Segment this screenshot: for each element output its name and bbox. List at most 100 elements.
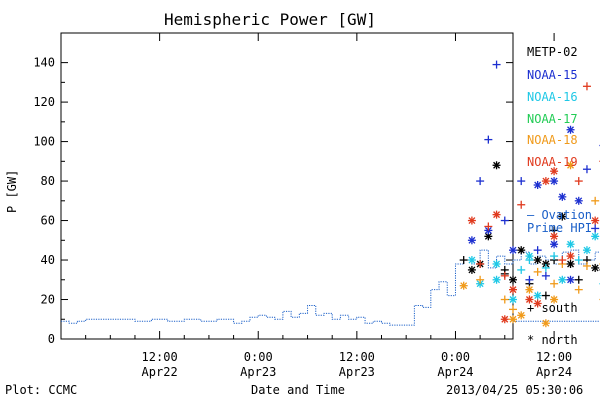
south-marker <box>582 82 591 91</box>
south-marker <box>459 256 468 265</box>
north-marker <box>467 265 476 274</box>
north-marker <box>558 212 567 221</box>
north-marker <box>533 256 542 265</box>
south-marker <box>574 256 583 265</box>
marker-stroke <box>468 236 476 244</box>
marker-stroke <box>534 181 542 189</box>
south-marker <box>517 177 526 186</box>
north-marker <box>509 285 517 294</box>
south-marker <box>509 305 517 314</box>
y-tick-label: 40 <box>41 253 55 267</box>
south-marker <box>574 285 583 294</box>
chart-title: Hemispheric Power [GW] <box>164 10 376 29</box>
south-marker <box>517 265 526 274</box>
north-marker <box>467 216 476 225</box>
marker-stroke <box>493 276 501 284</box>
south-marker <box>591 224 600 233</box>
marker-stroke <box>567 126 574 134</box>
south-marker <box>500 295 509 304</box>
x-tick-label-date: Apr24 <box>437 365 473 379</box>
marker-stroke <box>468 217 476 225</box>
marker-stroke <box>575 197 583 205</box>
north-marker <box>492 210 501 219</box>
marker-stroke <box>493 211 501 219</box>
north-marker <box>517 311 526 320</box>
x-tick-label-time: 12:00 <box>536 350 572 364</box>
x-tick-label-time: 12:00 <box>142 350 178 364</box>
north-marker <box>492 259 501 268</box>
north-marker <box>591 263 600 272</box>
north-marker <box>558 275 567 284</box>
legend-north-marker: * north <box>527 333 578 347</box>
x-tick-label-date: Apr22 <box>142 365 178 379</box>
north-marker <box>566 275 575 284</box>
ovation-line <box>61 249 600 326</box>
y-tick-label: 60 <box>41 214 55 228</box>
marker-stroke <box>583 246 591 254</box>
legend-item-ovation: – Ovation Prime HPI <box>527 209 592 235</box>
north-marker <box>566 125 575 134</box>
marker-stroke <box>558 193 566 201</box>
south-marker <box>500 271 509 280</box>
x-tick-label-time: 0:00 <box>244 350 273 364</box>
north-marker <box>541 177 550 186</box>
marker-stroke <box>493 161 501 169</box>
north-marker <box>525 295 534 304</box>
marker-stroke <box>509 296 517 303</box>
south-marker <box>476 259 485 268</box>
north-marker <box>558 192 567 201</box>
y-axis-label: P [GW] <box>5 169 19 213</box>
legend-ovation-line1: – Ovation <box>527 208 593 222</box>
marker-stroke <box>468 266 476 274</box>
south-marker <box>550 252 559 261</box>
north-marker <box>533 291 542 300</box>
y-tick-label: 0 <box>48 332 55 346</box>
x-tick-label-date: Apr23 <box>339 365 375 379</box>
plot-frame <box>60 32 514 340</box>
south-marker <box>476 177 485 186</box>
marker-stroke <box>525 296 533 303</box>
south-marker <box>484 135 493 144</box>
y-tick-label: 100 <box>33 135 55 149</box>
north-marker <box>509 315 517 324</box>
legend-item-noaa-18: NOAA-18 <box>527 133 578 147</box>
plot-timestamp: 2013/04/25 05:30:06 <box>446 383 584 397</box>
marker-stroke <box>534 300 542 307</box>
north-marker <box>541 319 550 328</box>
south-marker <box>492 60 501 69</box>
north-marker <box>582 246 591 255</box>
plot-credit: Plot: CCMC <box>5 383 78 397</box>
marker-stroke <box>517 246 525 254</box>
y-tick-label: 80 <box>41 174 55 188</box>
marker-stroke <box>484 232 492 240</box>
marker-stroke <box>567 240 574 248</box>
marker-stroke <box>501 315 509 323</box>
north-marker <box>533 181 542 190</box>
north-marker <box>533 299 542 308</box>
y-tick-label: 140 <box>33 56 55 70</box>
south-marker <box>525 275 534 284</box>
marker-stroke <box>567 276 574 284</box>
south-marker <box>525 256 534 265</box>
marker-stroke <box>468 256 476 264</box>
x-tick-label-time: 12:00 <box>339 350 375 364</box>
south-marker <box>500 216 509 225</box>
south-marker <box>582 165 591 174</box>
south-marker <box>591 196 600 205</box>
marker-stroke <box>460 282 468 290</box>
south-marker <box>533 267 542 276</box>
south-marker <box>541 291 550 300</box>
south-marker <box>476 275 485 284</box>
north-marker <box>467 256 476 265</box>
south-marker <box>541 271 550 280</box>
marker-stroke <box>542 319 550 327</box>
north-marker <box>550 240 559 249</box>
north-marker <box>550 232 559 241</box>
north-marker <box>517 246 526 255</box>
marker-stroke <box>591 217 599 225</box>
south-marker <box>574 275 583 284</box>
south-marker <box>517 200 526 209</box>
marker-stroke <box>550 296 558 303</box>
marker-stroke <box>509 315 517 323</box>
